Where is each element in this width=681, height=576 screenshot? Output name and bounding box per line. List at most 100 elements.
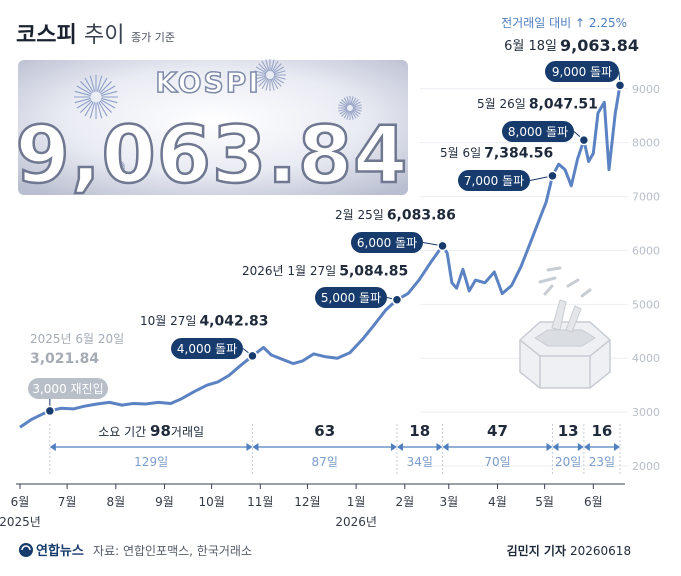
chart-basis: 종가 기준 xyxy=(131,31,175,44)
interval-calendar-days: 34일 xyxy=(407,455,433,469)
milestone-point xyxy=(614,80,626,91)
interval-5: 13 20일 xyxy=(551,422,584,474)
milestone-point xyxy=(44,405,56,417)
x-tick-label: 10월 xyxy=(198,495,224,509)
milestone-badge-text: 6,000 돌파 xyxy=(357,236,417,250)
milestone-badge xyxy=(28,378,108,399)
interval-trading-days: 13 xyxy=(558,422,579,440)
interval-trading-count: 16 xyxy=(591,422,612,440)
milestone-point xyxy=(437,240,448,252)
footer-date-code: 20260618 xyxy=(570,544,631,558)
fireworks-decoration xyxy=(74,59,362,174)
milestone-value-label: 7,384.56 xyxy=(484,146,553,162)
y-tick-label: 2000 xyxy=(632,460,660,473)
hero-panel: KOSPI 9,063.84 xyxy=(14,59,409,202)
interval-calendar-days: 129일 xyxy=(134,455,168,469)
firework-burst xyxy=(338,96,362,120)
interval-arrowhead-right xyxy=(546,443,553,451)
milestone-5: 7,000 돌파 5월 6일 7,384.56 xyxy=(440,146,558,191)
interval-arrowhead-right xyxy=(390,443,397,451)
interval-calendar-days: 70일 xyxy=(484,455,510,469)
milestone-badge-text: 4,000 돌파 xyxy=(177,342,237,356)
interval-3: 18 34일 xyxy=(396,422,443,474)
y-axis-ticks: 2000 3000 4000 5000 6000 7000 8000 9000 xyxy=(632,83,660,473)
milestone-badge xyxy=(351,232,423,253)
milestone-badge-text: 9,000 돌파 xyxy=(552,65,612,79)
milestone-badge xyxy=(545,61,619,82)
footer-reporter: 김민지 기자 xyxy=(507,543,566,558)
interval-arrowhead-left xyxy=(552,443,559,451)
interval-trading-days: 63 xyxy=(314,422,335,440)
interval-trading-count: 47 xyxy=(487,422,508,440)
milestone-badge-text: 7,000 돌파 xyxy=(464,174,524,188)
year-label: 2025년 xyxy=(0,515,41,529)
milestone-badge-text: 3,000 재진입 xyxy=(32,382,103,396)
x-tick-label: 7월 xyxy=(58,495,77,509)
milestone-date-label: 2026년 1월 27일 xyxy=(242,264,336,278)
interval-arrowhead-right xyxy=(577,443,584,451)
chart-title: 코스피 xyxy=(16,23,77,48)
interval-trading-days: 47 xyxy=(487,422,508,440)
milestone-3: 5,000 돌파 2026년 1월 27일 5,084.85 xyxy=(242,264,408,308)
interval-arrowhead-right xyxy=(614,443,620,451)
y-tick-label: 7000 xyxy=(632,191,660,204)
interval-arrowhead-left xyxy=(442,443,449,451)
interval-trading-count: 18 xyxy=(409,422,430,440)
milestone-6: 8,000 돌파 5월 26일 8,047.51 xyxy=(477,97,598,146)
y-tick-label: 6000 xyxy=(632,244,660,257)
x-tick-label: 12월 xyxy=(294,495,320,509)
firework-burst xyxy=(111,160,125,174)
milestone-date-label: 2025년 6월 20일 xyxy=(30,332,124,346)
interval-trading-days: 16 xyxy=(591,422,612,440)
x-tick-label: 11월 xyxy=(247,495,273,509)
milestone-date-label: 2월 25일 xyxy=(335,208,384,222)
y-tick-label: 4000 xyxy=(632,352,660,365)
hero-background xyxy=(18,60,408,195)
milestone-point xyxy=(578,134,590,146)
milestone-1: 3,000 재진입 2025년 6월 20일 3,021.84 xyxy=(28,332,124,417)
milestone-date-label: 5월 26일 xyxy=(477,97,526,111)
interval-4: 47 70일 xyxy=(442,422,553,474)
interval-arrowhead-left xyxy=(583,443,590,451)
interval-trading-suffix: 거래일 xyxy=(171,425,204,439)
milestone-badge xyxy=(171,338,243,359)
milestone-badge xyxy=(502,121,574,142)
milestone-date-label: 5월 6일 xyxy=(440,146,481,160)
y-tick-label: 9000 xyxy=(632,83,660,96)
hero-label: KOSPI xyxy=(155,66,260,99)
milestone-date-label: 10월 27일 xyxy=(140,314,196,328)
milestone-point xyxy=(547,170,558,182)
milestone-value-label: 5,084.85 xyxy=(339,264,408,280)
footer-logo: 연합뉴스 xyxy=(36,543,84,559)
interval-arrowhead-left xyxy=(252,443,259,451)
interval-6: 16 23일 xyxy=(583,422,620,474)
latest-value: 9,063.84 xyxy=(560,36,639,55)
milestone-badge xyxy=(458,170,530,191)
yonhap-logo-mark xyxy=(21,545,31,551)
y-tick-label: 3000 xyxy=(632,406,660,419)
interval-arrowhead-left xyxy=(49,443,56,451)
milestone-point xyxy=(247,350,258,362)
milestone-4: 6,000 돌파 2월 25일 6,083.86 xyxy=(335,208,456,253)
x-tick-label: 8월 xyxy=(106,495,125,509)
x-tick-label: 4월 xyxy=(488,495,507,509)
x-tick-label: 1월 xyxy=(347,495,366,509)
x-tick-label: 2월 xyxy=(395,495,414,509)
box-illustration xyxy=(519,266,611,389)
milestone-2: 4,000 돌파 10월 27일 4,042.83 xyxy=(140,314,269,362)
milestone-7: 9,000 돌파 xyxy=(545,61,626,91)
latest-date: 6월 18일 xyxy=(504,39,557,54)
milestone-value-label: 3,021.84 xyxy=(30,351,99,367)
year-label: 2026년 xyxy=(335,515,377,529)
x-tick-label: 3월 xyxy=(439,495,458,509)
interval-trading-days: 18 xyxy=(409,422,430,440)
firework-burst xyxy=(254,59,286,91)
compare-change: 전거래일 대비 ↑ 2.25% xyxy=(501,16,627,30)
interval-trading-count: 63 xyxy=(314,422,335,440)
x-tick-label: 9월 xyxy=(155,495,174,509)
x-tick-label: 5월 xyxy=(535,495,554,509)
interval-calendar-days: 87일 xyxy=(312,455,338,469)
interval-trading-count: 13 xyxy=(558,422,579,440)
